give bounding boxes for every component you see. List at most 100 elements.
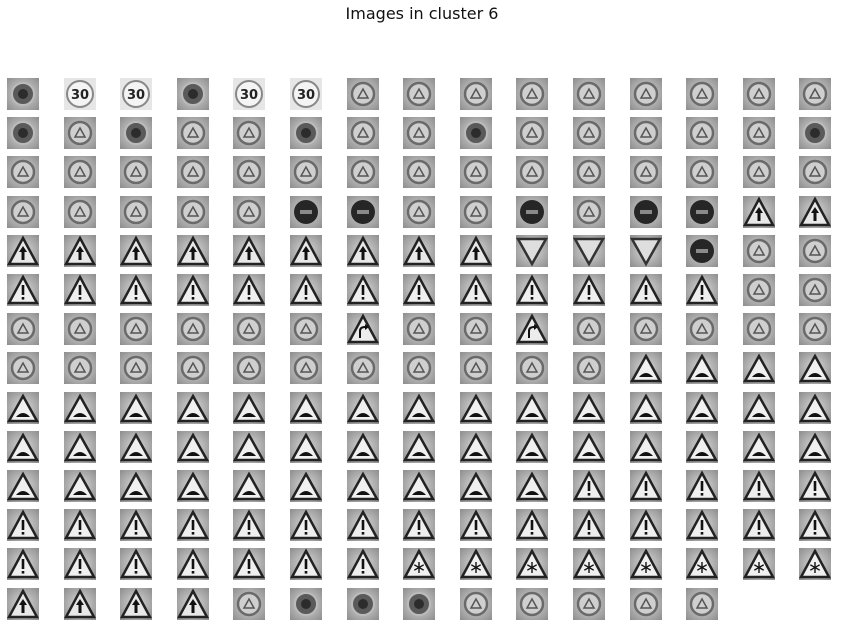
cluster-image-thumbnail <box>460 313 492 345</box>
cluster-image-thumbnail <box>686 588 718 620</box>
cluster-image-thumbnail <box>516 431 548 463</box>
cluster-image-thumbnail <box>743 509 775 541</box>
cluster-image-thumbnail <box>64 274 96 306</box>
cluster-image-thumbnail <box>120 548 152 580</box>
cluster-image-thumbnail <box>516 313 548 345</box>
cluster-image-thumbnail <box>120 313 152 345</box>
cluster-image-thumbnail <box>799 392 831 424</box>
cluster-image-thumbnail <box>573 431 605 463</box>
cluster-image-thumbnail <box>460 235 492 267</box>
cluster-image-thumbnail <box>686 548 718 580</box>
cluster-image-thumbnail <box>64 117 96 149</box>
cluster-image-thumbnail <box>743 313 775 345</box>
cluster-image-thumbnail <box>347 392 379 424</box>
cluster-image-thumbnail <box>233 470 265 502</box>
cluster-image-thumbnail <box>686 470 718 502</box>
cluster-image-thumbnail <box>686 274 718 306</box>
cluster-image-thumbnail <box>7 156 39 188</box>
cluster-image-thumbnail <box>347 509 379 541</box>
cluster-image-thumbnail <box>403 156 435 188</box>
cluster-image-thumbnail <box>233 274 265 306</box>
cluster-image-thumbnail <box>686 392 718 424</box>
cluster-image-thumbnail <box>630 548 662 580</box>
cluster-image-thumbnail <box>403 235 435 267</box>
cluster-image-thumbnail <box>460 274 492 306</box>
cluster-image-thumbnail <box>403 313 435 345</box>
cluster-image-thumbnail <box>403 588 435 620</box>
cluster-image-thumbnail <box>630 235 662 267</box>
cluster-image-thumbnail <box>7 548 39 580</box>
cluster-image-thumbnail <box>347 196 379 228</box>
cluster-image-thumbnail <box>573 548 605 580</box>
cluster-image-thumbnail <box>120 196 152 228</box>
cluster-image-thumbnail <box>120 431 152 463</box>
cluster-image-thumbnail <box>347 235 379 267</box>
cluster-image-thumbnail <box>177 588 209 620</box>
cluster-image-thumbnail <box>743 78 775 110</box>
cluster-image-thumbnail <box>630 196 662 228</box>
cluster-image-thumbnail <box>347 588 379 620</box>
cluster-image-thumbnail <box>290 156 322 188</box>
cluster-image-thumbnail <box>630 117 662 149</box>
cluster-image-thumbnail <box>686 431 718 463</box>
cluster-image-thumbnail <box>460 431 492 463</box>
cluster-image-thumbnail <box>7 78 39 110</box>
cluster-image-thumbnail <box>743 196 775 228</box>
cluster-image-thumbnail <box>290 117 322 149</box>
cluster-image-thumbnail <box>799 117 831 149</box>
cluster-image-thumbnail <box>403 196 435 228</box>
cluster-image-thumbnail <box>460 548 492 580</box>
cluster-image-thumbnail <box>7 470 39 502</box>
cluster-image-thumbnail <box>7 431 39 463</box>
cluster-image-thumbnail <box>403 548 435 580</box>
cluster-image-thumbnail <box>573 196 605 228</box>
cluster-image-thumbnail: 30 <box>290 78 322 110</box>
cluster-image-thumbnail <box>233 196 265 228</box>
cluster-image-thumbnail <box>686 313 718 345</box>
cluster-image-thumbnail <box>630 156 662 188</box>
cluster-image-thumbnail <box>120 509 152 541</box>
cluster-image-thumbnail <box>64 196 96 228</box>
cluster-image-thumbnail <box>516 196 548 228</box>
cluster-image-thumbnail <box>64 548 96 580</box>
cluster-image-thumbnail <box>233 392 265 424</box>
cluster-image-thumbnail <box>799 156 831 188</box>
cluster-image-thumbnail <box>177 352 209 384</box>
cluster-image-thumbnail <box>290 313 322 345</box>
cluster-image-thumbnail <box>460 117 492 149</box>
cluster-image-thumbnail <box>403 274 435 306</box>
cluster-image-thumbnail <box>403 117 435 149</box>
cluster-image-thumbnail <box>7 352 39 384</box>
cluster-image-thumbnail <box>573 235 605 267</box>
cluster-image-thumbnail <box>516 392 548 424</box>
cluster-image-thumbnail <box>64 235 96 267</box>
cluster-image-thumbnail <box>177 313 209 345</box>
cluster-image-thumbnail <box>516 470 548 502</box>
cluster-image-thumbnail <box>630 392 662 424</box>
cluster-image-thumbnail <box>460 509 492 541</box>
cluster-image-thumbnail <box>403 431 435 463</box>
cluster-image-thumbnail <box>460 156 492 188</box>
cluster-image-thumbnail <box>290 235 322 267</box>
cluster-image-thumbnail <box>743 470 775 502</box>
cluster-image-thumbnail <box>403 352 435 384</box>
cluster-image-thumbnail <box>347 156 379 188</box>
cluster-image-thumbnail: 30 <box>120 78 152 110</box>
cluster-image-thumbnail <box>403 509 435 541</box>
cluster-image-thumbnail <box>64 392 96 424</box>
cluster-image-thumbnail <box>630 588 662 620</box>
cluster-image-thumbnail <box>743 548 775 580</box>
cluster-image-thumbnail <box>120 117 152 149</box>
cluster-image-thumbnail <box>460 588 492 620</box>
cluster-image-thumbnail <box>177 235 209 267</box>
cluster-image-thumbnail <box>630 352 662 384</box>
cluster-image-thumbnail <box>64 156 96 188</box>
cluster-image-thumbnail <box>573 156 605 188</box>
cluster-image-thumbnail <box>516 235 548 267</box>
cluster-image-thumbnail <box>177 431 209 463</box>
cluster-image-thumbnail <box>743 431 775 463</box>
cluster-image-thumbnail <box>290 274 322 306</box>
cluster-image-thumbnail <box>573 588 605 620</box>
cluster-image-thumbnail <box>799 313 831 345</box>
cluster-image-thumbnail <box>7 588 39 620</box>
